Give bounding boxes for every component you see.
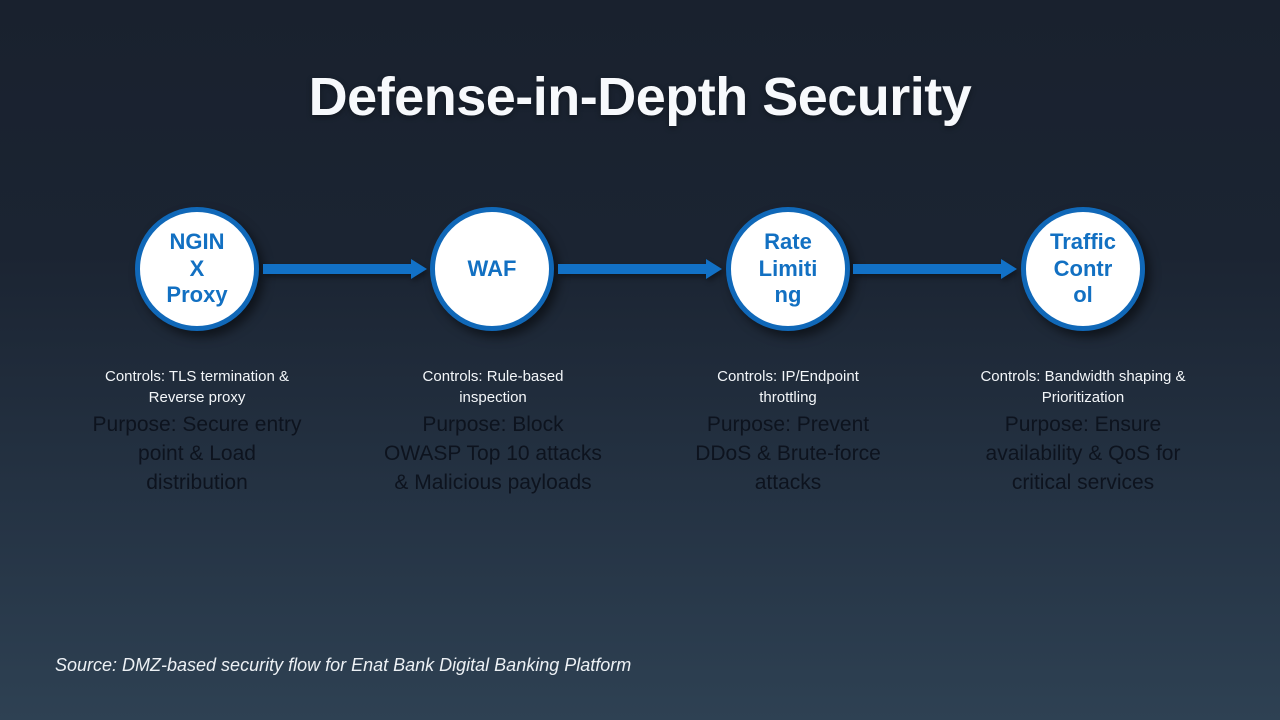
arrow-line	[558, 264, 709, 274]
source-note: Source: DMZ-based security flow for Enat…	[55, 655, 632, 675]
rate-limiting-controls: Controls: IP/Endpoint throttling	[717, 368, 859, 406]
rate-limiting-purpose: Purpose: Prevent DDoS & Brute-force atta…	[695, 413, 881, 494]
nginx-proxy-description: Controls: TLS termination & Reverse prox…	[52, 366, 342, 498]
arrow-line	[263, 264, 414, 274]
rate-limiting-label: Rate Limiti ng	[758, 228, 818, 308]
arrow-head-icon	[706, 259, 722, 279]
traffic-control-description: Controls: Bandwidth shaping & Prioritiza…	[938, 366, 1228, 498]
flow-arrow-2-icon	[558, 259, 722, 279]
nginx-proxy-label: NGIN X Proxy	[166, 228, 228, 308]
nginx-proxy-purpose: Purpose: Secure entry point & Load distr…	[92, 413, 302, 494]
waf-purpose: Purpose: Block OWASP Top 10 attacks & Ma…	[384, 413, 602, 494]
arrow-line	[853, 264, 1004, 274]
flow-node-nginx-proxy: NGIN X Proxy	[135, 207, 259, 331]
waf-controls: Controls: Rule-based inspection	[422, 368, 564, 406]
flow-node-traffic-control: Traffic Contr ol	[1021, 207, 1145, 331]
traffic-control-purpose: Purpose: Ensure availability & QoS for c…	[985, 413, 1181, 494]
waf-description: Controls: Rule-based inspection Purpose:…	[348, 366, 638, 498]
traffic-control-label: Traffic Contr ol	[1049, 228, 1117, 308]
traffic-control-controls: Controls: Bandwidth shaping & Prioritiza…	[980, 368, 1186, 406]
nginx-proxy-controls: Controls: TLS termination & Reverse prox…	[105, 368, 289, 406]
flow-arrow-1-icon	[263, 259, 427, 279]
flow-node-waf: WAF	[430, 207, 554, 331]
flow-arrow-3-icon	[853, 259, 1017, 279]
arrow-head-icon	[411, 259, 427, 279]
flow-node-rate-limiting: Rate Limiti ng	[726, 207, 850, 331]
slide-title: Defense-in-Depth Security	[308, 67, 972, 127]
waf-label: WAF	[467, 255, 517, 281]
rate-limiting-description: Controls: IP/Endpoint throttling Purpose…	[643, 366, 933, 498]
arrow-head-icon	[1001, 259, 1017, 279]
